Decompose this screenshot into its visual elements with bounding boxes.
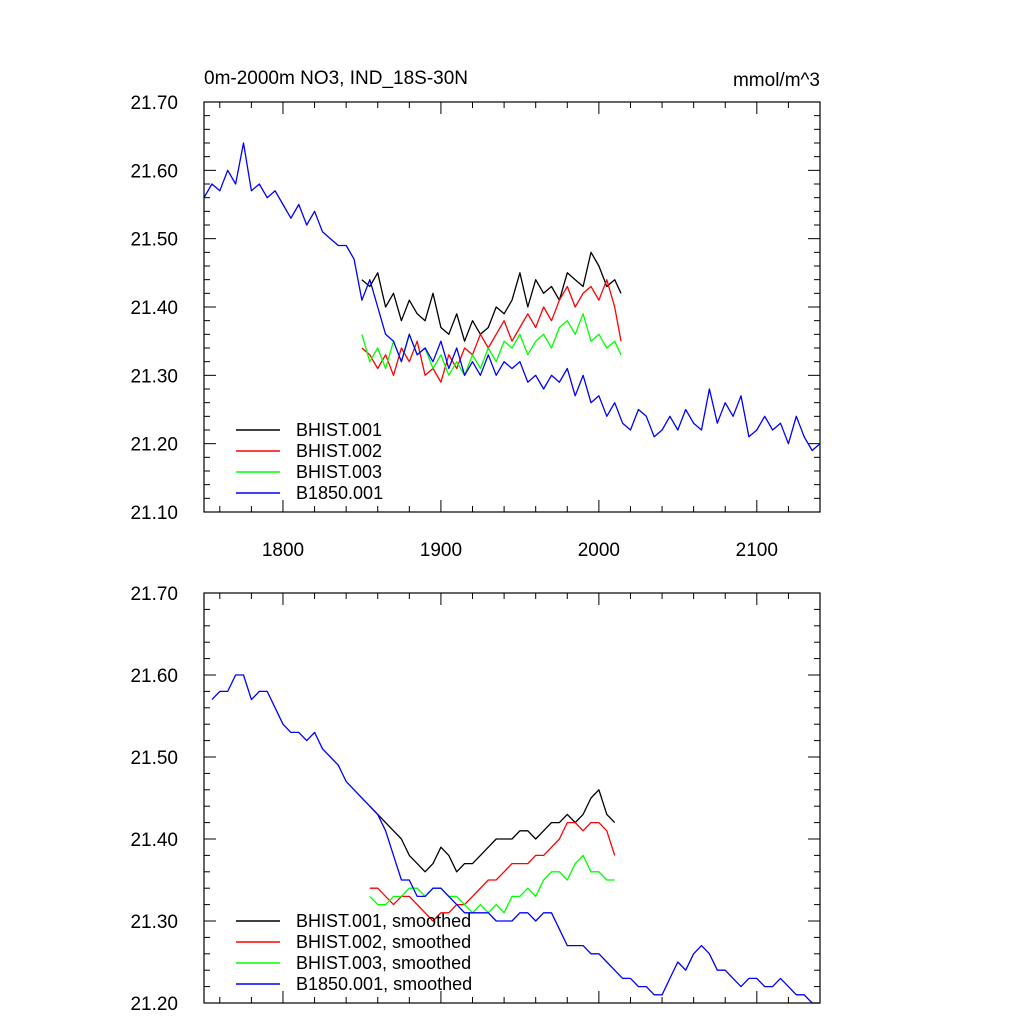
legend-label: BHIST.002, smoothed (296, 932, 471, 952)
y-tick-label: 21.60 (130, 161, 178, 182)
x-tick-label: 1800 (262, 540, 304, 561)
y-tick-label: 21.30 (130, 912, 178, 933)
chart-title: 0m-2000m NO3, IND_18S-30N (204, 68, 468, 89)
series-line (369, 789, 616, 873)
y-tick-label: 21.60 (130, 666, 178, 687)
legend-label: BHIST.001 (296, 420, 382, 440)
y-tick-labels: 21.10 21.20 21.30 21.40 21.50 21.60 21.70 (130, 93, 178, 524)
y-tick-label: 21.70 (130, 584, 178, 605)
y-tick-label: 21.10 (130, 503, 178, 524)
top-panel: 0m-2000m NO3, IND_18S-30N mmol/m^3 21.10… (130, 68, 821, 561)
y-tick-label: 21.70 (130, 93, 178, 114)
y-tick-label: 21.30 (130, 366, 178, 387)
y-tick-label: 21.40 (130, 830, 178, 851)
y-tick-label: 21.20 (130, 994, 178, 1015)
series-line (369, 821, 616, 922)
legend-label: BHIST.003, smoothed (296, 953, 471, 973)
plot-frame (203, 592, 821, 1004)
y-tick-label: 21.50 (130, 230, 178, 251)
plot-frame (203, 101, 821, 513)
x-tick-labels: 1800 1900 2000 2100 (262, 540, 778, 561)
series-lines (211, 674, 820, 1004)
series-line (211, 674, 820, 1004)
legend-label: BHIST.001, smoothed (296, 911, 471, 931)
units-label: mmol/m^3 (733, 70, 820, 91)
legend-label: BHIST.003 (296, 462, 382, 482)
y-tick-label: 21.20 (130, 435, 178, 456)
y-tick-labels: 21.20 21.30 21.40 21.50 21.60 21.70 (130, 584, 178, 1015)
series-lines (203, 142, 821, 452)
legend-label: BHIST.002 (296, 441, 382, 461)
bottom-panel: 21.20 21.30 21.40 21.50 21.60 21.70 BHIST.001… (130, 584, 821, 1015)
x-tick-label: 2100 (736, 540, 778, 561)
series-line (203, 142, 821, 452)
series-line (361, 279, 622, 383)
x-tick-label: 1900 (420, 540, 462, 561)
legend-label: B1850.001, smoothed (296, 974, 472, 994)
y-tick-label: 21.50 (130, 748, 178, 769)
y-tick-label: 21.40 (130, 298, 178, 319)
legend-label: B1850.001 (296, 483, 383, 503)
series-line (361, 251, 622, 342)
x-tick-label: 2000 (578, 540, 620, 561)
series-line (369, 854, 615, 914)
series-line (361, 313, 622, 376)
